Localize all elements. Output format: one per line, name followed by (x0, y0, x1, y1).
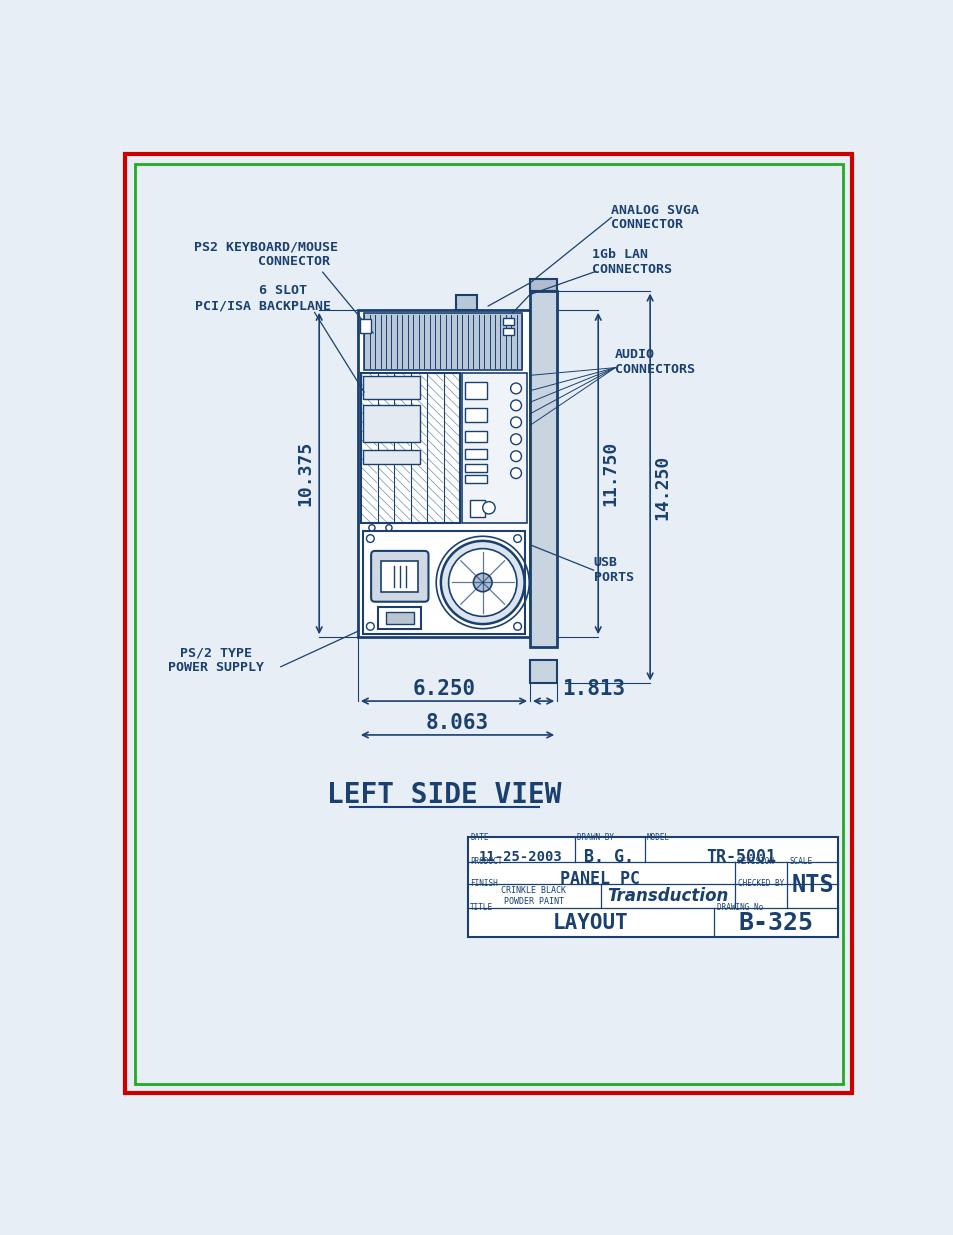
Bar (464, 464, 486, 472)
Text: TITLE: TITLE (470, 904, 493, 913)
Bar (461, 373, 526, 524)
Bar (464, 383, 486, 399)
Text: DRAWN BY: DRAWN BY (577, 832, 614, 842)
Text: SCALE: SCALE (789, 857, 812, 866)
Text: 1Gb LAN
CONNECTORS: 1Gb LAN CONNECTORS (592, 248, 671, 277)
Bar (360, 373, 459, 524)
Circle shape (440, 541, 524, 624)
Circle shape (510, 433, 521, 445)
Circle shape (510, 468, 521, 478)
Circle shape (369, 525, 375, 531)
Circle shape (473, 573, 492, 592)
Text: NTS: NTS (791, 873, 833, 897)
Bar (357, 310, 530, 637)
Text: 11.750: 11.750 (601, 441, 618, 506)
Bar (362, 405, 419, 442)
Text: REVISION: REVISION (737, 857, 774, 866)
Bar (464, 475, 486, 483)
Bar (464, 448, 486, 459)
Bar (362, 531, 525, 634)
Text: 1.813: 1.813 (561, 679, 625, 699)
Circle shape (510, 383, 521, 394)
Text: B. G.: B. G. (583, 847, 634, 866)
Text: MODEL: MODEL (646, 832, 669, 842)
Text: PRODUCT: PRODUCT (470, 857, 502, 866)
Bar (469, 500, 484, 517)
Text: ANALOG SVGA
CONNECTOR: ANALOG SVGA CONNECTOR (611, 204, 699, 231)
Bar (468, 837, 838, 937)
Bar (456, 294, 476, 310)
Circle shape (385, 525, 392, 531)
Bar (362, 450, 419, 464)
Text: 6.250: 6.250 (412, 679, 475, 699)
Circle shape (513, 622, 521, 630)
Text: LEFT SIDE VIEW: LEFT SIDE VIEW (327, 781, 561, 809)
Text: DRAWING No: DRAWING No (716, 904, 762, 913)
Circle shape (510, 400, 521, 411)
Text: 14.250: 14.250 (653, 454, 671, 520)
Circle shape (510, 451, 521, 462)
Text: CRINKLE BLACK
POWDER PAINT: CRINKLE BLACK POWDER PAINT (501, 887, 566, 905)
Text: Transduction: Transduction (607, 887, 728, 905)
Circle shape (366, 622, 374, 630)
Text: PS2 KEYBOARD/MOUSE
       CONNECTOR: PS2 KEYBOARD/MOUSE CONNECTOR (194, 241, 338, 268)
Bar (502, 317, 513, 325)
Text: CHECKED BY: CHECKED BY (737, 879, 783, 888)
Bar (464, 431, 486, 442)
Circle shape (513, 535, 521, 542)
Bar (530, 661, 557, 683)
Bar (364, 312, 521, 370)
Text: AUDIO
CONNECTORS: AUDIO CONNECTORS (615, 348, 695, 377)
Text: 11-25-2003: 11-25-2003 (478, 850, 562, 863)
Bar (362, 377, 419, 399)
Bar (385, 611, 414, 624)
Text: PANEL PC: PANEL PC (559, 869, 639, 888)
Text: LAYOUT: LAYOUT (552, 913, 628, 932)
Text: PS/2 TYPE
POWER SUPPLY: PS/2 TYPE POWER SUPPLY (168, 646, 264, 674)
Text: FINISH: FINISH (470, 879, 497, 888)
Text: B-325: B-325 (739, 911, 813, 935)
Text: TR-5001: TR-5001 (706, 847, 776, 866)
Bar (360, 319, 371, 333)
FancyBboxPatch shape (371, 551, 428, 601)
Text: DATE: DATE (470, 832, 488, 842)
Text: 6 SLOT
PCI/ISA BACKPLANE: 6 SLOT PCI/ISA BACKPLANE (194, 284, 331, 312)
Bar (464, 408, 486, 421)
Bar (381, 561, 418, 592)
Text: 8.063: 8.063 (426, 713, 489, 732)
Circle shape (448, 548, 517, 616)
Bar (530, 290, 557, 647)
Bar (530, 279, 557, 290)
Text: USB
PORTS: USB PORTS (593, 556, 633, 584)
Circle shape (510, 417, 521, 427)
Circle shape (482, 501, 495, 514)
Circle shape (366, 535, 374, 542)
Bar (377, 608, 421, 629)
Text: 10.375: 10.375 (296, 441, 314, 506)
Bar (502, 329, 513, 335)
